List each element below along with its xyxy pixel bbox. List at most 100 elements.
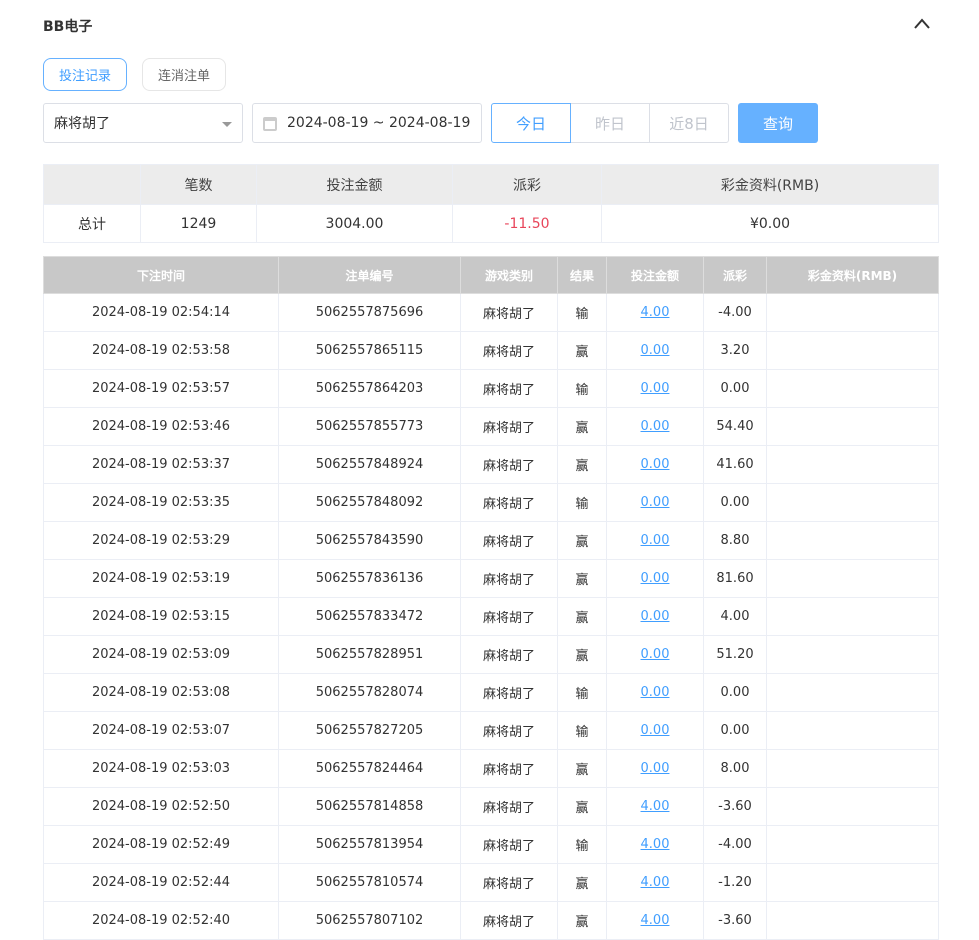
yesterday-button[interactable]: 昨日 (570, 103, 650, 143)
bet-amount-link[interactable]: 0.00 (640, 647, 670, 662)
bonus (766, 863, 939, 902)
game-type: 麻将胡了 (460, 445, 558, 484)
payout: -3.60 (703, 901, 767, 940)
bet-amount-link[interactable]: 0.00 (640, 533, 670, 548)
bonus (766, 635, 939, 674)
table-row: 2024-08-19 02:53:57 5062557864203 麻将胡了输 0.0… (43, 369, 939, 408)
bet-amount: 4.00 (606, 293, 704, 332)
bet-time: 2024-08-19 02:52:44 (43, 863, 279, 902)
bet-amount-link[interactable]: 0.00 (640, 723, 670, 738)
summary-table: 笔数 投注金额 派彩 彩金资料(RMB) 总计 1249 3004.00 -11… (43, 164, 939, 243)
game-type: 麻将胡了 (460, 407, 558, 446)
detail-header-cell: 派彩 (703, 256, 767, 294)
tab-cascade-bets[interactable]: 连消注单 (142, 58, 226, 91)
query-button[interactable]: 查询 (738, 103, 818, 143)
result: 赢 (557, 521, 607, 560)
bet-amount-link[interactable]: 4.00 (640, 305, 670, 320)
table-row: 2024-08-19 02:53:46 5062557855773 麻将胡了赢 0.0… (43, 407, 939, 446)
table-row: 2024-08-19 02:52:40 5062557807102 麻将胡了赢 4.0… (43, 901, 939, 940)
payout: 0.00 (703, 483, 767, 522)
bet-amount: 0.00 (606, 331, 704, 370)
bet-amount-link[interactable]: 0.00 (640, 457, 670, 472)
bet-amount: 0.00 (606, 711, 704, 750)
bet-amount-link[interactable]: 4.00 (640, 913, 670, 928)
bet-time: 2024-08-19 02:53:57 (43, 369, 279, 408)
bonus (766, 559, 939, 598)
caret-down-icon (222, 122, 232, 127)
game-type: 麻将胡了 (460, 369, 558, 408)
table-row: 2024-08-19 02:52:50 5062557814858 麻将胡了赢 4.0… (43, 787, 939, 826)
bet-amount: 4.00 (606, 863, 704, 902)
bet-amount-link[interactable]: 0.00 (640, 419, 670, 434)
payout: 51.20 (703, 635, 767, 674)
payout: -3.60 (703, 787, 767, 826)
bet-time: 2024-08-19 02:53:07 (43, 711, 279, 750)
table-row: 2024-08-19 02:53:37 5062557848924 麻将胡了赢 0.0… (43, 445, 939, 484)
game-type: 麻将胡了 (460, 863, 558, 902)
calendar-icon (263, 117, 277, 131)
bet-amount-link[interactable]: 4.00 (640, 799, 670, 814)
bet-id: 5062557824464 (278, 749, 461, 788)
bet-amount-link[interactable]: 0.00 (640, 609, 670, 624)
chevron-up-icon[interactable] (912, 14, 932, 34)
game-select[interactable]: 麻将胡了 (43, 103, 243, 143)
detail-header-cell: 投注金额 (606, 256, 704, 294)
table-row: 2024-08-19 02:53:19 5062557836136 麻将胡了赢 0.0… (43, 559, 939, 598)
bet-amount-link[interactable]: 0.00 (640, 685, 670, 700)
bet-amount-link[interactable]: 4.00 (640, 837, 670, 852)
bonus (766, 483, 939, 522)
game-type: 麻将胡了 (460, 635, 558, 674)
bonus (766, 445, 939, 484)
bet-time: 2024-08-19 02:53:09 (43, 635, 279, 674)
bet-amount-link[interactable]: 0.00 (640, 343, 670, 358)
bet-id: 5062557828951 (278, 635, 461, 674)
bonus (766, 293, 939, 332)
bet-id: 5062557836136 (278, 559, 461, 598)
result: 赢 (557, 635, 607, 674)
payout: -1.20 (703, 863, 767, 902)
game-type: 麻将胡了 (460, 749, 558, 788)
game-type: 麻将胡了 (460, 331, 558, 370)
summary-header-cell: 彩金资料(RMB) (601, 164, 939, 205)
bet-amount-link[interactable]: 0.00 (640, 761, 670, 776)
result: 赢 (557, 787, 607, 826)
table-row: 2024-08-19 02:52:44 5062557810574 麻将胡了赢 4.0… (43, 863, 939, 902)
game-type: 麻将胡了 (460, 483, 558, 522)
bonus (766, 369, 939, 408)
bet-time: 2024-08-19 02:52:50 (43, 787, 279, 826)
bet-time: 2024-08-19 02:53:03 (43, 749, 279, 788)
result: 输 (557, 369, 607, 408)
bet-amount: 4.00 (606, 787, 704, 826)
game-type: 麻将胡了 (460, 293, 558, 332)
section-title: BB电子 (43, 19, 93, 35)
bet-id: 5062557833472 (278, 597, 461, 636)
bet-id: 5062557828074 (278, 673, 461, 712)
payout: 54.40 (703, 407, 767, 446)
bet-amount: 0.00 (606, 407, 704, 446)
summary-count: 1249 (140, 204, 257, 243)
detail-header-cell: 彩金资料(RMB) (766, 256, 939, 294)
payout: 41.60 (703, 445, 767, 484)
bet-amount-link[interactable]: 0.00 (640, 571, 670, 586)
bet-amount-link[interactable]: 4.00 (640, 875, 670, 890)
bet-time: 2024-08-19 02:53:08 (43, 673, 279, 712)
bet-amount-link[interactable]: 0.00 (640, 495, 670, 510)
bet-amount-link[interactable]: 0.00 (640, 381, 670, 396)
bet-amount: 0.00 (606, 749, 704, 788)
date-range-input[interactable]: 2024-08-19 ~ 2024-08-19 (252, 103, 482, 143)
table-row: 2024-08-19 02:53:03 5062557824464 麻将胡了赢 0.0… (43, 749, 939, 788)
game-type: 麻将胡了 (460, 825, 558, 864)
bet-amount: 0.00 (606, 673, 704, 712)
table-row: 2024-08-19 02:53:58 5062557865115 麻将胡了赢 0.0… (43, 331, 939, 370)
result: 赢 (557, 559, 607, 598)
bet-time: 2024-08-19 02:52:40 (43, 901, 279, 940)
today-button[interactable]: 今日 (491, 103, 571, 143)
tab-bet-records[interactable]: 投注记录 (43, 58, 127, 91)
bet-amount: 0.00 (606, 635, 704, 674)
bet-amount: 0.00 (606, 597, 704, 636)
table-row: 2024-08-19 02:54:14 5062557875696 麻将胡了输 4.0… (43, 293, 939, 332)
bet-id: 5062557865115 (278, 331, 461, 370)
payout: 8.00 (703, 749, 767, 788)
bet-id: 5062557813954 (278, 825, 461, 864)
last-8-days-button[interactable]: 近8日 (649, 103, 729, 143)
